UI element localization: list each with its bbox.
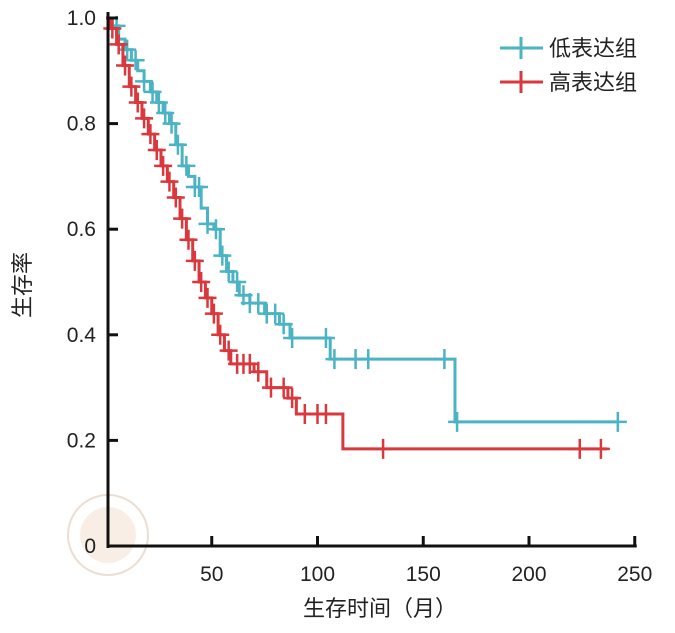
censor-mark <box>359 349 378 370</box>
censor-mark <box>198 287 217 308</box>
censor-mark <box>177 155 196 176</box>
x-tick-label: 150 <box>406 563 441 586</box>
censor-mark <box>168 134 187 155</box>
censor-mark <box>162 113 181 134</box>
censor-mark <box>240 353 259 374</box>
censor-mark <box>192 272 211 292</box>
x-tick-label: 100 <box>300 563 335 586</box>
censor-mark <box>147 140 166 160</box>
legend-label: 低表达组 <box>549 37 637 62</box>
y-tick-label: 0 <box>84 535 96 558</box>
censor-mark <box>228 272 247 292</box>
censor-mark <box>316 404 335 424</box>
censor-mark <box>219 261 238 282</box>
censor-mark <box>141 124 160 145</box>
censor-mark <box>166 187 185 208</box>
censor-mark <box>570 438 589 459</box>
censor-mark <box>274 377 293 398</box>
censor-mark <box>135 108 154 129</box>
censor-mark <box>448 411 467 432</box>
series-high <box>103 16 610 459</box>
x-tick-label: 200 <box>511 563 546 586</box>
censor-mark <box>274 314 293 335</box>
censor-mark <box>211 324 230 345</box>
censor-mark <box>204 303 223 324</box>
censor-mark <box>109 34 128 55</box>
censor-mark <box>185 250 204 271</box>
censor-mark <box>135 71 154 92</box>
censor-mark <box>213 245 232 266</box>
censor-mark <box>266 303 285 324</box>
censor-mark <box>249 361 268 382</box>
censor-mark <box>118 39 137 60</box>
y-tick-label: 1.0 <box>67 7 96 30</box>
censor-mark <box>249 293 268 314</box>
x-tick-label: 50 <box>200 563 223 586</box>
x-axis-label: 生存时间（月） <box>303 597 457 622</box>
censor-mark <box>143 81 162 102</box>
censor-mark <box>325 349 344 370</box>
censor-mark <box>179 229 198 250</box>
censor-mark <box>608 411 627 432</box>
censor-mark <box>103 18 122 39</box>
y-tick-label: 0.6 <box>67 218 96 241</box>
censor-mark <box>591 438 610 459</box>
censor-mark <box>156 103 175 124</box>
axes: 0 0.2 0.4 0.6 0.8 1.0 50 100 150 200 250 <box>67 7 652 586</box>
censor-mark <box>206 219 225 240</box>
censor-mark <box>374 438 393 459</box>
legend-marker <box>500 37 543 59</box>
censor-mark <box>149 92 168 113</box>
censor-mark <box>316 327 335 348</box>
censor-mark <box>283 327 302 348</box>
y-axis-label: 生存率 <box>11 252 36 318</box>
censor-mark <box>116 55 135 76</box>
censor-mark <box>126 50 145 71</box>
y-tick-label: 0.8 <box>67 113 96 136</box>
censor-mark <box>219 340 238 361</box>
censor-mark <box>128 92 147 113</box>
censor-mark <box>435 349 454 370</box>
censor-mark <box>122 76 141 97</box>
legend-label: 高表达组 <box>549 71 637 96</box>
censor-mark <box>160 171 179 192</box>
y-tick-label: 0.2 <box>67 429 96 452</box>
censor-mark <box>190 176 209 197</box>
x-tick-label: 250 <box>617 563 652 586</box>
legend-marker <box>500 71 543 93</box>
censor-mark <box>283 388 302 409</box>
censor-mark <box>173 208 192 229</box>
y-tick-label: 0.4 <box>67 324 97 347</box>
censor-mark <box>198 213 217 234</box>
censor-mark <box>154 155 173 176</box>
